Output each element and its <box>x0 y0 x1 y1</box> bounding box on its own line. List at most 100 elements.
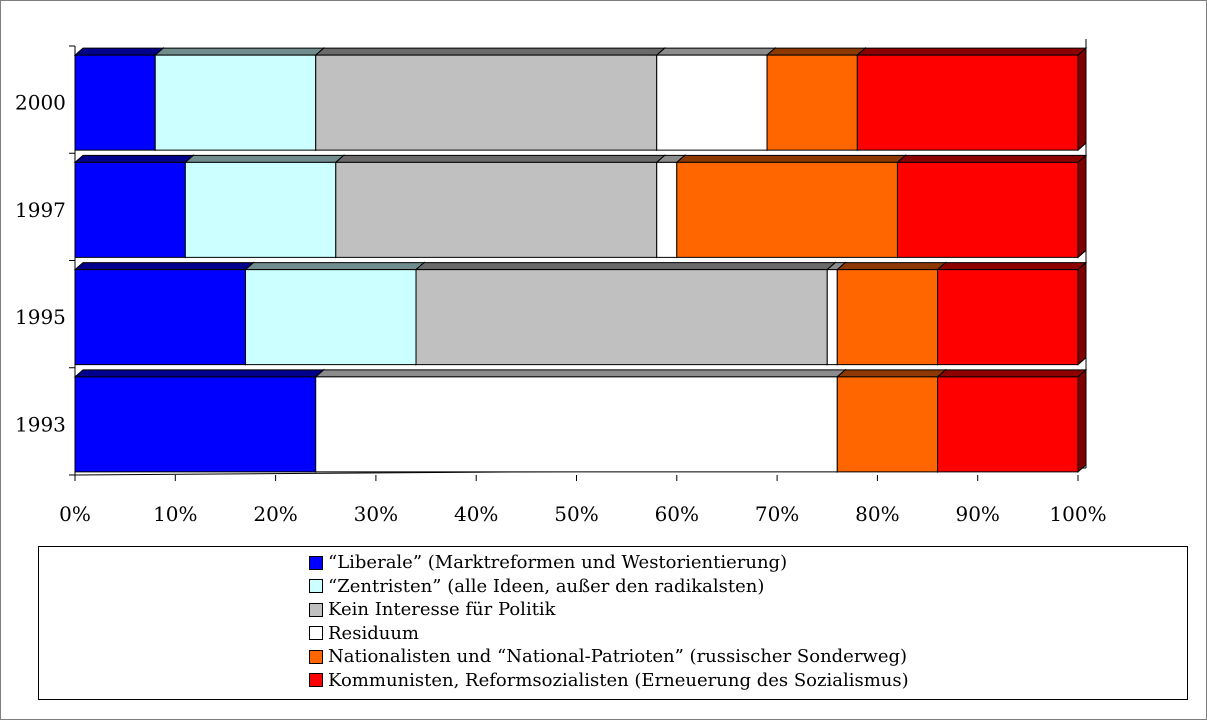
bar <box>315 54 658 151</box>
bar-segment <box>73 154 195 259</box>
x-tick-label: 70% <box>755 502 799 526</box>
stacked-bar-chart: 0% 10% 20% 30% 40% 50% 60% 70% 80% 90% 100% 2000 199… <box>15 39 1107 526</box>
legend-label: Residuum <box>328 622 419 644</box>
x-tick-label: 90% <box>955 502 999 526</box>
bar-top-face <box>73 47 165 56</box>
legend-item: Residuum <box>309 622 909 646</box>
x-tick-label: 100% <box>1049 502 1106 526</box>
bar-segment <box>835 261 947 366</box>
bar-top-face <box>856 47 1088 56</box>
bar <box>836 269 939 366</box>
bar-segment <box>936 368 1088 473</box>
bar-segment <box>414 261 837 366</box>
bar <box>826 269 838 366</box>
bar-top-face <box>655 47 777 56</box>
legend-swatch <box>309 555 323 570</box>
x-tick-label: 20% <box>253 502 297 526</box>
bar-side-face <box>1077 368 1087 473</box>
bar-top-face <box>835 369 947 378</box>
bar-segment <box>183 154 346 259</box>
bar-segment <box>765 47 867 152</box>
bar <box>937 269 1079 366</box>
y-tick-label: 1997 <box>15 198 66 222</box>
legend-label: Nationalisten und “National-Patrioten” (… <box>328 646 908 667</box>
y-tick-label: 1995 <box>15 305 66 329</box>
bar <box>896 161 1079 258</box>
bar-segment <box>835 368 947 473</box>
bar-top-face <box>765 47 867 56</box>
bar-top-face <box>73 154 195 163</box>
legend-swatch <box>309 673 323 688</box>
bar <box>74 54 156 151</box>
bar-top-face <box>73 262 255 271</box>
bar-segment <box>334 154 667 259</box>
bar-segment <box>936 261 1088 366</box>
legend-item: Kommunisten, Reformsozialisten (Erneueru… <box>309 669 909 693</box>
bar-segment <box>856 47 1088 152</box>
x-tick-label: 0% <box>59 502 91 526</box>
bar <box>856 54 1079 151</box>
bar <box>315 376 838 473</box>
bar-segment <box>73 368 326 473</box>
bar-top-face <box>73 369 326 378</box>
bar <box>937 376 1079 473</box>
bar <box>245 269 417 366</box>
bar-segment <box>896 154 1088 259</box>
bar-segment <box>73 47 165 152</box>
x-tick-label: 40% <box>454 502 498 526</box>
bar-top-face <box>314 369 847 378</box>
bar-top-face <box>414 262 837 271</box>
bar-segment <box>655 47 777 152</box>
bar-top-face <box>835 262 947 271</box>
bar <box>676 161 898 258</box>
bar <box>74 269 247 366</box>
bar-top-face <box>183 154 346 163</box>
x-tick-label: 60% <box>655 502 699 526</box>
y-tick-label: 1993 <box>15 412 66 436</box>
y-tick-label: 2000 <box>15 91 66 115</box>
bar <box>415 269 828 366</box>
legend: “Liberale” (Marktreformen und Westorient… <box>38 546 1188 700</box>
bar-segment <box>314 47 667 152</box>
bar <box>74 376 317 473</box>
x-tick-label: 50% <box>554 502 598 526</box>
legend-swatch <box>309 602 323 617</box>
bar <box>154 54 317 151</box>
legend-item: Nationalisten und “National-Patrioten” (… <box>309 645 909 669</box>
legend-label: Kein Interesse für Politik <box>328 599 556 620</box>
bar-top-face <box>334 154 667 163</box>
bar-segment <box>153 47 326 152</box>
bar-segment <box>675 154 907 259</box>
bar-top-face <box>936 369 1088 378</box>
legend-label: Kommunisten, Reformsozialisten (Erneueru… <box>328 669 909 691</box>
bar-top-face <box>314 47 667 56</box>
legend-swatch <box>309 626 323 641</box>
x-tick-label: 30% <box>354 502 398 526</box>
legend-label: “Zentristen” (alle Ideen, außer den radi… <box>328 575 765 597</box>
legend-list: “Liberale” (Marktreformen und Westorient… <box>309 551 909 692</box>
bar <box>656 161 678 258</box>
bar <box>766 54 858 151</box>
bar-top-face <box>896 154 1088 163</box>
bar <box>836 376 939 473</box>
legend-item: Kein Interesse für Politik <box>309 598 909 622</box>
legend-swatch <box>309 649 323 664</box>
bar-top-face <box>675 154 907 163</box>
legend-item: “Zentristen” (alle Ideen, außer den radi… <box>309 575 909 599</box>
bar-segment <box>314 368 847 473</box>
bar <box>335 161 658 258</box>
bar <box>74 161 186 258</box>
x-tick-label: 80% <box>855 502 899 526</box>
legend-swatch <box>309 579 323 594</box>
bar <box>184 161 337 258</box>
bar-segment <box>244 261 426 366</box>
bar-side-face <box>1077 47 1087 152</box>
bar-side-face <box>1077 261 1087 366</box>
bar <box>656 54 768 151</box>
legend-item: “Liberale” (Marktreformen und Westorient… <box>309 551 909 575</box>
legend-label: “Liberale” (Marktreformen und Westorient… <box>328 552 788 573</box>
x-tick-label: 10% <box>153 502 197 526</box>
bar-top-face <box>244 262 426 271</box>
bar-segment <box>73 261 255 366</box>
